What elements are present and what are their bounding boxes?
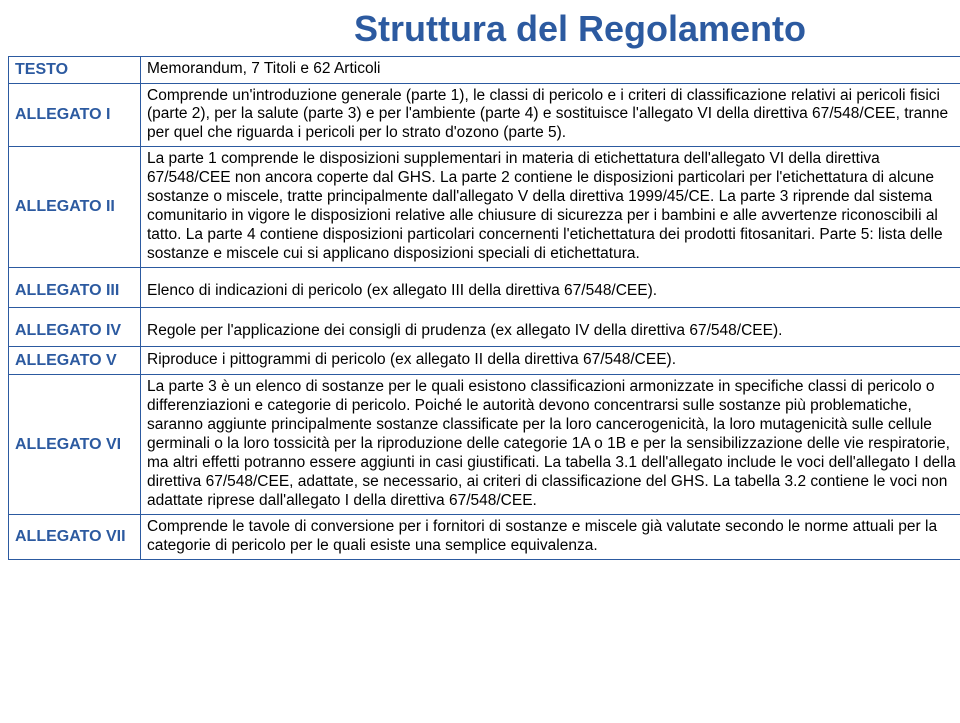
table-row: ALLEGATO VI La parte 3 è un elenco di so… [9, 375, 960, 514]
text-span: Comprende le [147, 518, 249, 535]
row-label-testo: TESTO [9, 57, 141, 84]
table-row: ALLEGATO VII Comprende le tavole di conv… [9, 514, 960, 559]
keyword: disposizioni supplementari in materia di… [319, 150, 679, 167]
row-desc-testo: Memorandum, 7 Titoli e 62 Articoli [141, 57, 960, 84]
row-desc-allegato7: Comprende le tavole di conversione per i… [141, 514, 960, 559]
table-row: ALLEGATO III Elenco di indicazioni di pe… [9, 267, 960, 307]
text-span: La parte 1 comprende le [147, 150, 319, 167]
row-label-allegato7: ALLEGATO VII [9, 514, 141, 559]
keyword: indicazioni di pericolo [215, 282, 362, 299]
keyword: consigli di prudenza [349, 322, 486, 339]
row-desc-allegato5: Riproduce i pittogrammi di pericolo (ex … [141, 347, 960, 375]
text-span: Comprende un'introduzione generale (part… [147, 87, 489, 104]
keyword: i pittogrammi di pericolo [222, 351, 386, 368]
row-desc-allegato3: Elenco di indicazioni di pericolo (ex al… [141, 267, 960, 307]
table-row: ALLEGATO IV Regole per l'applicazione de… [9, 307, 960, 347]
row-label-allegato6: ALLEGATO VI [9, 375, 141, 514]
text-span: La parte 3 è un elenco di sostanze per l… [147, 378, 530, 395]
text-span: Regole per l'applicazione dei [147, 322, 349, 339]
text-span: (ex allegato III della direttiva 67/548/… [362, 282, 657, 299]
row-desc-allegato1: Comprende un'introduzione generale (part… [141, 83, 960, 147]
text-span: (ex allegato II della direttiva 67/548/C… [386, 351, 676, 368]
document-page: Struttura del Regolamento TESTO Memorand… [0, 0, 960, 723]
table-row: ALLEGATO V Riproduce i pittogrammi di pe… [9, 347, 960, 375]
text-span: Memorandum, 7 Titoli e 62 Articoli [147, 60, 380, 77]
row-label-allegato2: ALLEGATO II [9, 147, 141, 267]
keyword: classi di pericolo e i criteri di classi… [489, 87, 786, 104]
table-row: ALLEGATO I Comprende un'introduzione gen… [9, 83, 960, 147]
regulation-table: TESTO Memorandum, 7 Titoli e 62 Articoli… [8, 56, 960, 560]
row-desc-allegato4: Regole per l'applicazione dei consigli d… [141, 307, 960, 347]
page-title: Struttura del Regolamento [0, 0, 960, 56]
row-label-allegato5: ALLEGATO V [9, 347, 141, 375]
text-span: Elenco di [147, 282, 215, 299]
row-label-allegato1: ALLEGATO I [9, 83, 141, 147]
row-label-allegato4: ALLEGATO IV [9, 307, 141, 347]
row-label-allegato3: ALLEGATO III [9, 267, 141, 307]
row-desc-allegato2: La parte 1 comprende le disposizioni sup… [141, 147, 960, 267]
row-desc-allegato6: La parte 3 è un elenco di sostanze per l… [141, 375, 960, 514]
table-row: ALLEGATO II La parte 1 comprende le disp… [9, 147, 960, 267]
keyword: tavole di conversione [249, 518, 395, 535]
keyword: classificazioni armonizzate [530, 378, 714, 395]
text-span: Riproduce [147, 351, 222, 368]
table-row: TESTO Memorandum, 7 Titoli e 62 Articoli [9, 57, 960, 84]
text-span: (ex allegato IV della direttiva 67/548/C… [486, 322, 782, 339]
